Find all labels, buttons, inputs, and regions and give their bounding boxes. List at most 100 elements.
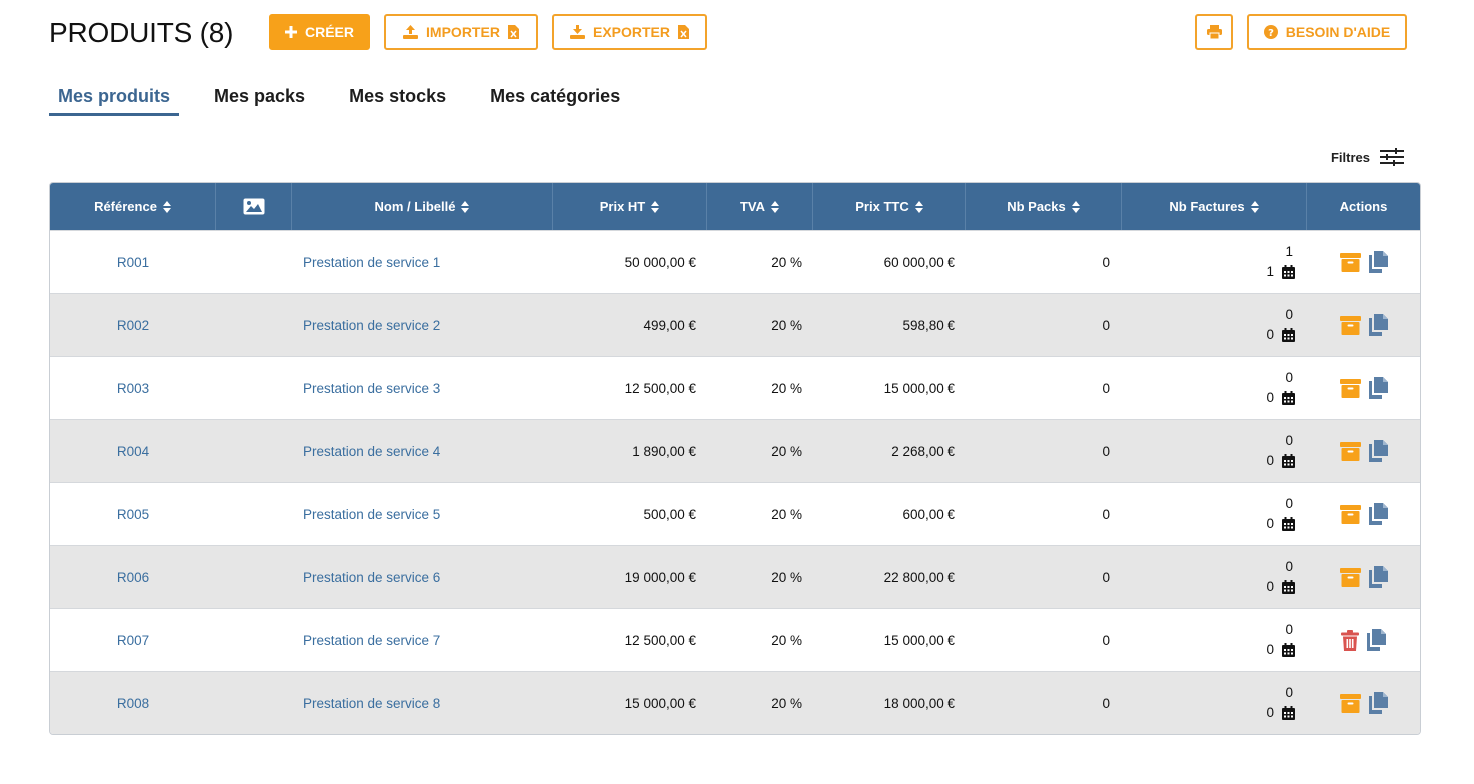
help-button-label: BESOIN D'AIDE <box>1285 24 1391 40</box>
cell-nb-packs: 0 <box>1102 317 1110 333</box>
tab-mes-produits[interactable]: Mes produits <box>49 80 180 116</box>
archive-icon[interactable] <box>1339 378 1361 398</box>
help-button[interactable]: ? BESOIN D'AIDE <box>1247 14 1407 50</box>
tab-mes-packs[interactable]: Mes packs <box>214 86 306 106</box>
reference-link[interactable]: R007 <box>116 632 150 648</box>
copy-icon[interactable] <box>1368 503 1388 525</box>
cell-name: Prestation de service 8 <box>292 672 553 734</box>
cell-tva: 20 % <box>771 569 802 585</box>
reference-link[interactable]: R003 <box>116 380 150 396</box>
download-icon <box>569 25 585 39</box>
excel-file-icon <box>507 25 519 39</box>
reference-link[interactable]: R004 <box>116 443 150 459</box>
product-name-link[interactable]: Prestation de service 5 <box>303 506 441 522</box>
product-name-link[interactable]: Prestation de service 4 <box>303 443 441 459</box>
cell-image <box>216 294 292 356</box>
cell-price-ttc: 600,00 € <box>902 506 955 522</box>
table-row: R008 Prestation de service 8 15 000,00 € 20… <box>50 671 1420 734</box>
column-header-nb-factures[interactable]: Nb Factures <box>1122 183 1307 230</box>
cell-reference: R005 <box>50 483 216 545</box>
column-header-reference[interactable]: Référence <box>50 183 216 230</box>
copy-icon[interactable] <box>1368 314 1388 336</box>
copy-icon[interactable] <box>1368 251 1388 273</box>
copy-icon[interactable] <box>1367 629 1386 651</box>
image-icon <box>243 198 264 215</box>
table-row: R006 Prestation de service 6 19 000,00 € 20… <box>50 545 1420 608</box>
column-label: Référence <box>94 199 157 214</box>
column-label: Nb Packs <box>1007 199 1066 214</box>
archive-icon[interactable] <box>1339 252 1361 272</box>
column-header-price-ttc[interactable]: Prix TTC <box>813 183 966 230</box>
filters-toggle[interactable]: Filtres <box>1331 146 1404 168</box>
cell-actions <box>1307 231 1420 293</box>
cell-tva: 20 % <box>771 632 802 648</box>
factures-count-dated: 0 <box>1266 327 1274 342</box>
cell-price-ht: 1 890,00 € <box>632 443 696 459</box>
export-button-label: EXPORTER <box>592 24 670 40</box>
factures-count: 0 <box>1285 496 1293 511</box>
cell-price-ttc: 2 268,00 € <box>891 443 955 459</box>
column-header-tva[interactable]: TVA <box>707 183 813 230</box>
cell-price-ttc: 60 000,00 € <box>883 254 955 270</box>
reference-link[interactable]: R005 <box>116 506 150 522</box>
column-header-price-ht[interactable]: Prix HT <box>553 183 707 230</box>
trash-icon[interactable] <box>1341 629 1359 651</box>
product-name-link[interactable]: Prestation de service 8 <box>303 695 441 711</box>
archive-icon[interactable] <box>1339 567 1361 587</box>
table-row: R007 Prestation de service 7 12 500,00 € 20… <box>50 608 1420 671</box>
column-label: Nb Factures <box>1169 199 1245 214</box>
cell-price-ht: 500,00 € <box>643 506 696 522</box>
cell-actions <box>1307 294 1420 356</box>
product-name-link[interactable]: Prestation de service 2 <box>303 317 441 333</box>
column-header-nb-packs[interactable]: Nb Packs <box>966 183 1122 230</box>
tab-mes-stocks[interactable]: Mes stocks <box>349 86 447 106</box>
cell-image <box>216 357 292 419</box>
factures-count: 0 <box>1285 685 1293 700</box>
archive-icon[interactable] <box>1339 441 1361 461</box>
cell-reference: R003 <box>50 357 216 419</box>
print-button[interactable] <box>1195 14 1233 50</box>
copy-icon[interactable] <box>1368 377 1388 399</box>
import-button-label: IMPORTER <box>426 24 500 40</box>
archive-icon[interactable] <box>1339 504 1361 524</box>
sort-icon <box>914 200 923 213</box>
product-name-link[interactable]: Prestation de service 7 <box>303 632 441 648</box>
column-header-name[interactable]: Nom / Libellé <box>292 183 553 230</box>
cell-tva: 20 % <box>771 695 802 711</box>
archive-icon[interactable] <box>1339 315 1361 335</box>
product-name-link[interactable]: Prestation de service 6 <box>303 569 441 585</box>
cell-name: Prestation de service 6 <box>292 546 553 608</box>
calendar-icon <box>1282 706 1295 720</box>
tab-mes-categories[interactable]: Mes catégories <box>490 86 621 106</box>
cell-name: Prestation de service 2 <box>292 294 553 356</box>
import-button[interactable]: IMPORTER <box>384 14 538 50</box>
sort-icon <box>162 200 171 213</box>
export-button[interactable]: EXPORTER <box>552 14 707 50</box>
copy-icon[interactable] <box>1368 566 1388 588</box>
reference-link[interactable]: R008 <box>116 695 150 711</box>
column-label: Nom / Libellé <box>374 199 456 214</box>
copy-icon[interactable] <box>1368 440 1388 462</box>
create-button[interactable]: CRÉER <box>269 14 370 50</box>
cell-price-ht: 12 500,00 € <box>624 380 696 396</box>
table-header: Référence Nom / Libellé Prix HT TVA Prix… <box>50 183 1420 230</box>
cell-reference: R004 <box>50 420 216 482</box>
product-name-link[interactable]: Prestation de service 3 <box>303 380 441 396</box>
column-label: Actions <box>1339 199 1388 214</box>
cell-nb-packs: 0 <box>1102 254 1110 270</box>
cell-image <box>216 231 292 293</box>
cell-price-ht: 19 000,00 € <box>624 569 696 585</box>
cell-tva: 20 % <box>771 317 802 333</box>
reference-link[interactable]: R001 <box>116 254 150 270</box>
sort-icon <box>1071 200 1080 213</box>
reference-link[interactable]: R006 <box>116 569 150 585</box>
cell-actions <box>1307 483 1420 545</box>
product-name-link[interactable]: Prestation de service 1 <box>303 254 441 270</box>
reference-link[interactable]: R002 <box>116 317 150 333</box>
copy-icon[interactable] <box>1368 692 1388 714</box>
archive-icon[interactable] <box>1339 693 1361 713</box>
